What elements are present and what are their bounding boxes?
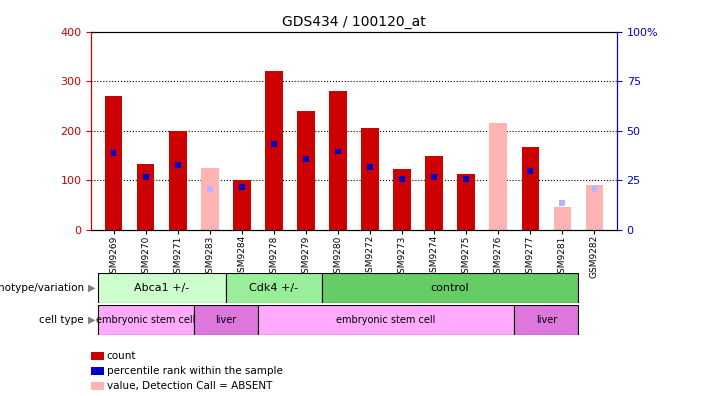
Bar (265, 71, 283, 230)
Text: count: count (107, 351, 136, 361)
Bar (297, 111, 315, 230)
Bar (399, 176, 405, 182)
Text: embryonic stem cell: embryonic stem cell (336, 315, 436, 325)
Bar (104, 96, 123, 230)
Bar (367, 164, 373, 170)
Bar (559, 200, 565, 206)
Bar (239, 184, 245, 190)
Bar (393, 169, 411, 230)
Bar (226, 273, 322, 303)
Bar (233, 180, 251, 230)
Text: embryonic stem cell: embryonic stem cell (96, 315, 196, 325)
Text: Abca1 +/-: Abca1 +/- (134, 283, 189, 293)
Bar (426, 156, 443, 230)
Bar (335, 148, 341, 154)
Bar (322, 273, 578, 303)
Bar (97, 305, 193, 335)
Bar (361, 128, 379, 230)
Bar (489, 123, 507, 230)
Text: liver: liver (215, 315, 236, 325)
Bar (329, 91, 347, 230)
Bar (137, 164, 154, 230)
Bar (193, 305, 258, 335)
Bar (97, 273, 226, 303)
Text: percentile rank within the sample: percentile rank within the sample (107, 366, 283, 376)
Text: cell type: cell type (39, 315, 84, 325)
Text: Cdk4 +/-: Cdk4 +/- (250, 283, 299, 293)
Bar (111, 150, 116, 156)
Bar (431, 174, 437, 180)
Title: GDS434 / 100120_at: GDS434 / 100120_at (282, 15, 426, 29)
Text: genotype/variation: genotype/variation (0, 283, 84, 293)
Text: value, Detection Call = ABSENT: value, Detection Call = ABSENT (107, 381, 272, 391)
Bar (522, 147, 539, 230)
Bar (585, 185, 604, 230)
Bar (554, 208, 571, 230)
Bar (527, 168, 533, 174)
Bar (207, 186, 212, 192)
Bar (515, 305, 578, 335)
Bar (463, 176, 469, 182)
Bar (303, 156, 309, 162)
Bar (592, 186, 597, 192)
Bar (457, 174, 475, 230)
Text: control: control (431, 283, 470, 293)
Bar (175, 162, 181, 168)
Text: liver: liver (536, 315, 557, 325)
Text: ▶: ▶ (88, 315, 95, 325)
Bar (271, 141, 277, 147)
Bar (258, 305, 515, 335)
Bar (143, 174, 149, 180)
Text: ▶: ▶ (88, 283, 95, 293)
Bar (169, 131, 186, 230)
Bar (201, 168, 219, 230)
